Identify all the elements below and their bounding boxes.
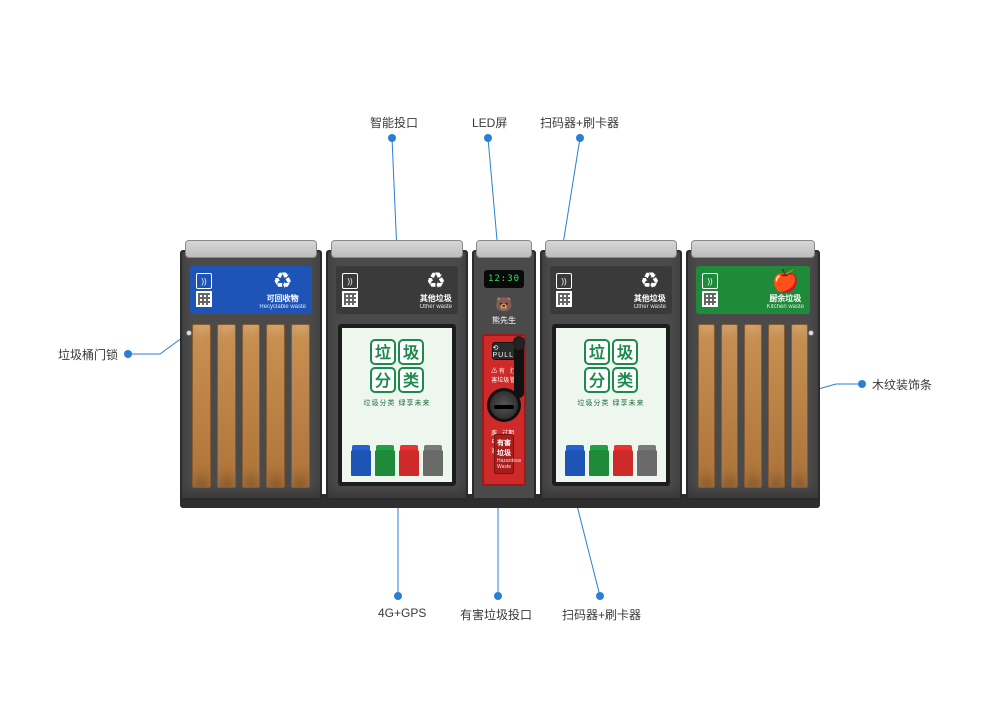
callout-dot [484, 134, 492, 142]
led-screen: 12:30 [484, 270, 524, 288]
callout-smart-slot: 智能投口 [370, 114, 418, 131]
recycle-icon: ♻ [640, 270, 660, 292]
bin-title: 可回收物 [267, 293, 299, 304]
bin-title: 厨余垃圾 [769, 293, 801, 304]
brand-name: 熊先生 [482, 315, 526, 326]
callout-haz-slot: 有害垃圾投口 [460, 606, 532, 623]
qr-icon [702, 291, 718, 307]
ad-subtitle: 垃圾分类 绿享未来 [364, 398, 431, 408]
callout-scanner-bot: 扫码器+刷卡器 [562, 606, 641, 623]
bin-subtitle: Other waste [420, 304, 452, 310]
hazard-label: 有害垃圾 Hazardous Waste [494, 434, 514, 474]
recycle-icon: ♻ [426, 270, 446, 292]
ad-binrow [348, 436, 446, 476]
ad-subtitle: 垃圾分类 绿享未来 [578, 398, 645, 408]
bin-lid [476, 240, 532, 258]
callout-scanner-top: 扫码器+刷卡器 [540, 114, 619, 131]
center-column: 12:30 🐻 熊先生 ⟲ PULL ⚠ 有害垃圾灯管 废电池过期药品 有害垃圾… [472, 250, 536, 500]
ad-screen: 垃圾 分类 垃圾分类 绿享未来 [552, 324, 670, 486]
callout-dot [124, 350, 132, 358]
qr-icon [556, 291, 572, 307]
red-row: ⚠ 有害垃圾灯管 [491, 366, 517, 384]
ad-binrow [562, 436, 660, 476]
brand-icon: 🐻 [482, 296, 526, 313]
bin-subtitle: Recyclable waste [259, 304, 306, 310]
bin-subtitle: Kitchen waste [767, 304, 804, 310]
callout-wood-trim: 木纹装饰条 [872, 376, 932, 393]
nfc-icon: )) [342, 273, 358, 289]
callout-dot [494, 592, 502, 600]
ad-title: 垃圾 分类 [369, 338, 425, 394]
nfc-icon: )) [196, 273, 212, 289]
diagram-stage: 智能投口 LED屏 扫码器+刷卡器 垃圾桶门锁 木纹装饰条 4G+GPS 有害垃… [0, 0, 1000, 707]
bin-lid [185, 240, 317, 258]
sign-panel: )) 🍎 厨余垃圾 Kitchen waste [696, 266, 810, 314]
bin-subtitle: Other waste [634, 304, 666, 310]
waste-unit: )) ♻ 可回收物 Recyclable waste )) [180, 250, 820, 500]
callout-door-lock: 垃圾桶门锁 [58, 346, 118, 363]
bin-recyclable: )) ♻ 可回收物 Recyclable waste [180, 250, 322, 500]
nfc-icon: )) [702, 273, 718, 289]
callout-gps: 4G+GPS [378, 606, 426, 620]
bin-title: 其他垃圾 [420, 293, 452, 304]
bin-lid [691, 240, 815, 258]
sign-panel: )) ♻ 其他垃圾 Other waste [550, 266, 672, 314]
recycle-icon: ♻ [273, 270, 293, 292]
callout-dot [596, 592, 604, 600]
callout-dot [576, 134, 584, 142]
callout-led: LED屏 [472, 114, 507, 131]
kitchen-icon: 🍎 [772, 270, 799, 292]
microphone-icon [514, 342, 524, 398]
callout-dot [394, 592, 402, 600]
qr-icon [196, 291, 212, 307]
slat-door [190, 324, 312, 488]
bin-kitchen: )) 🍎 厨余垃圾 Kitchen waste [686, 250, 820, 500]
slat-door [696, 324, 810, 488]
bin-lid [331, 240, 463, 258]
callout-dot [858, 380, 866, 388]
sign-panel: )) ♻ 可回收物 Recyclable waste [190, 266, 312, 314]
callout-dot [388, 134, 396, 142]
ad-screen: 垃圾 分类 垃圾分类 绿享未来 [338, 324, 456, 486]
qr-icon [342, 291, 358, 307]
bin-other-left: )) ♻ 其他垃圾 Other waste 垃圾 分类 垃圾分类 绿享未来 [326, 250, 468, 500]
ad-title: 垃圾 分类 [583, 338, 639, 394]
bin-title: 其他垃圾 [634, 293, 666, 304]
brand-block: 🐻 熊先生 [482, 296, 526, 326]
bin-other-right: )) ♻ 其他垃圾 Other waste 垃圾 分类 垃圾分类 绿享未来 [540, 250, 682, 500]
bin-lid [545, 240, 677, 258]
sign-panel: )) ♻ 其他垃圾 Other waste [336, 266, 458, 314]
nfc-icon: )) [556, 273, 572, 289]
